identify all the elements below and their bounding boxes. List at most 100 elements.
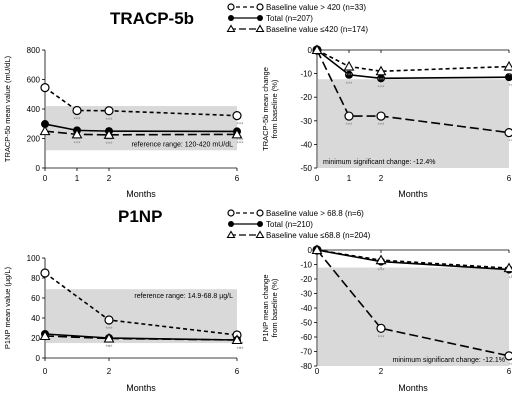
legend-symbol-open-circle — [228, 210, 263, 216]
legend-label: Baseline value ≤68.8 (n=204) — [266, 231, 371, 240]
data-point-open-circle — [505, 129, 512, 137]
y-tick-label: -70 — [300, 348, 312, 357]
data-point-open-triangle — [505, 62, 512, 70]
y-axis-label-line: P1NP mean change — [261, 275, 270, 342]
x-axis-label: Months — [126, 383, 156, 393]
y-tick-label: -60 — [300, 333, 312, 342]
y-tick-label: -30 — [300, 290, 312, 299]
band-label: minimum significant change: -12.1% — [393, 357, 505, 364]
y-axis-label: TRACP-5b mean changefrom baseline (%) — [261, 67, 279, 151]
y-axis-label-line: from baseline (%) — [270, 278, 279, 337]
data-point-open-circle — [105, 316, 113, 324]
x-tick-label: 0 — [315, 174, 320, 183]
y-tick-label: -80 — [300, 362, 312, 371]
y-tick-label: -10 — [300, 70, 312, 79]
reference-band — [318, 268, 509, 366]
y-tick-label: -10 — [300, 261, 312, 270]
data-point-open-circle — [41, 84, 49, 92]
y-tick-label: 40 — [31, 314, 40, 323]
section-title-tracp5b: TRACP-5b — [110, 9, 194, 28]
series-line — [317, 250, 509, 268]
significance-label: *** — [377, 335, 385, 341]
significance-label: *** — [377, 78, 385, 84]
significance-label: *** — [508, 74, 512, 80]
significance-label: *** — [377, 123, 385, 129]
significance-label: *** — [508, 84, 512, 90]
x-tick-label: 2 — [107, 367, 112, 376]
data-point-open-triangle — [345, 62, 354, 70]
significance-label: *** — [345, 74, 353, 80]
x-tick-label: 0 — [43, 367, 48, 376]
x-tick-label: 0 — [315, 367, 320, 376]
chart-tracp5b-change: minimum significant change: -12.4% 0 -10 -2… — [261, 46, 512, 200]
data-point-open-circle — [73, 106, 81, 114]
y-tick-label: 800 — [27, 46, 41, 55]
x-tick-label: 2 — [379, 367, 384, 376]
y-tick-label: -50 — [300, 164, 312, 173]
y-tick-label: 200 — [27, 135, 41, 144]
significance-label: *** — [105, 142, 113, 148]
data-point-open-circle — [505, 352, 512, 360]
legend-label: Baseline value > 420 (n=33) — [266, 3, 366, 12]
significance-label: *** — [105, 118, 113, 124]
x-tick-label: 1 — [347, 174, 352, 183]
significance-label: *** — [345, 82, 353, 88]
y-tick-label: 100 — [27, 254, 41, 263]
y-tick-label: 0 — [36, 164, 41, 173]
y-tick-label: 600 — [27, 76, 41, 85]
y-tick-label: 0 — [36, 354, 41, 363]
y-tick-label: -40 — [300, 304, 312, 313]
x-tick-label: 2 — [107, 174, 112, 183]
y-axis-label: P1NP mean value (µg/L) — [3, 266, 12, 349]
x-tick-label: 2 — [379, 174, 384, 183]
x-tick-label: 0 — [43, 174, 48, 183]
x-tick-label: 6 — [235, 174, 240, 183]
band-label: reference range: 120-420 mU/dL — [131, 141, 233, 148]
legend-symbol-filled-circle — [228, 221, 263, 227]
significance-label: *** — [377, 85, 385, 91]
significance-label: *** — [236, 141, 244, 147]
x-axis-label: Months — [398, 383, 428, 393]
y-tick-label: -40 — [300, 140, 312, 149]
data-point-open-circle — [377, 324, 385, 332]
y-tick-label: -30 — [300, 117, 312, 126]
legend-label: Total (n=207) — [266, 14, 313, 23]
data-point-open-circle — [377, 112, 385, 120]
y-tick-label: -50 — [300, 319, 312, 328]
data-point-open-circle — [105, 107, 113, 115]
y-tick-label: 20 — [31, 334, 40, 343]
data-point-open-circle — [233, 112, 241, 120]
band-label: minimum significant change: -12.4% — [323, 159, 435, 166]
band-label: reference range: 14.9-68.8 µg/L — [134, 293, 233, 300]
x-axis-label: Months — [398, 189, 428, 199]
section-title-p1np: P1NP — [118, 207, 162, 226]
y-axis-label-line: TRACP-5b mean change — [261, 67, 270, 151]
x-tick-label: 1 — [75, 174, 80, 183]
y-tick-label: 400 — [27, 105, 41, 114]
legend-label: Baseline value ≤420 (n=174) — [266, 25, 368, 34]
legend-symbol-open-circle — [228, 4, 263, 10]
legend-symbol-open-triangle — [228, 26, 264, 32]
data-point-open-circle — [41, 269, 49, 277]
y-axis-label: P1NP mean changefrom baseline (%) — [261, 275, 279, 342]
legend-label: Baseline value > 68.8 (n=6) — [266, 209, 364, 218]
significance-label: *** — [508, 140, 512, 146]
y-tick-label: 60 — [31, 294, 40, 303]
legend-symbol-filled-circle — [228, 15, 263, 21]
y-axis-label: TRACP-5b mean value (mU/dL) — [3, 55, 12, 162]
legend-tracp5b: Baseline value > 420 (n=33) Total (n=207… — [228, 3, 369, 34]
significance-label: *** — [73, 117, 81, 123]
y-tick-label: 80 — [31, 274, 40, 283]
y-tick-label: -20 — [300, 93, 312, 102]
legend-symbol-open-triangle — [228, 232, 264, 238]
significance-label: *** — [508, 363, 512, 369]
legend-label: Total (n=210) — [266, 220, 313, 229]
legend-p1np: Baseline value > 68.8 (n=6) Total (n=210… — [228, 209, 371, 240]
chart-p1np-value: reference range: 14.9-68.8 µg/L020406080… — [3, 254, 244, 393]
chart-tracp5b-value: reference range: 120-420 mU/dL 0 200 400 600… — [3, 46, 244, 199]
x-tick-label: 6 — [235, 367, 240, 376]
significance-label: *** — [73, 141, 81, 147]
y-tick-label: -20 — [300, 275, 312, 284]
significance-label: *** — [105, 327, 113, 333]
